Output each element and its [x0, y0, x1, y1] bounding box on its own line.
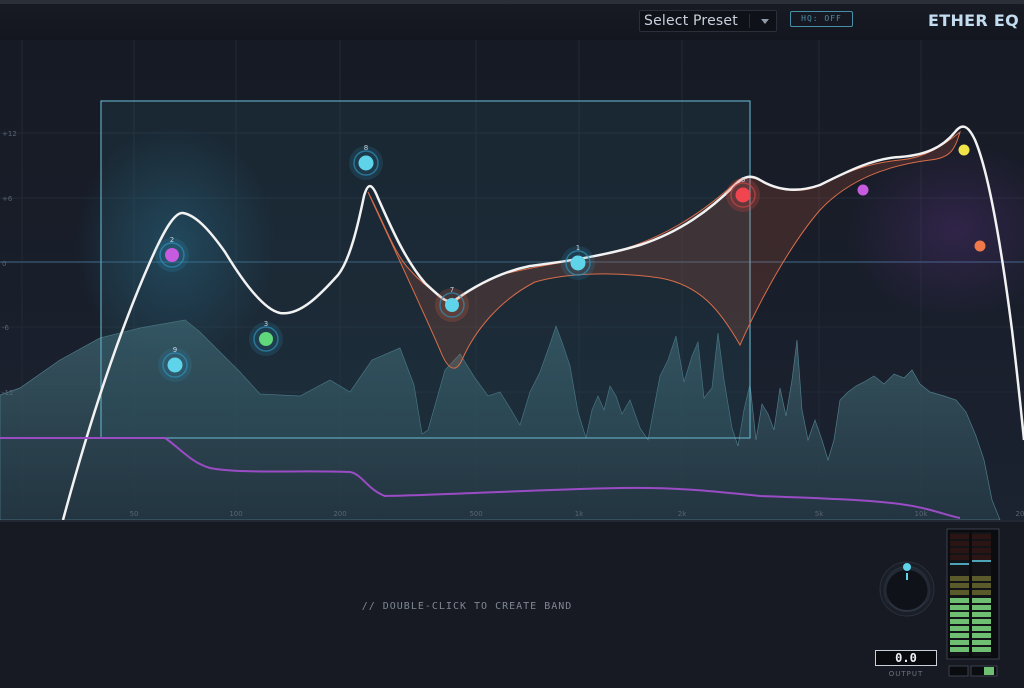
top-toolbar: Select Preset HQ: OFF ETHER EQ [0, 0, 1024, 40]
band-number: 9 [173, 346, 177, 354]
band-node-1[interactable]: 1 [561, 244, 595, 280]
freq-label: 500 [469, 510, 482, 518]
band-number: 2 [170, 236, 174, 244]
db-label: 0 [2, 260, 6, 268]
bottom-panel: // DOUBLE-CLICK TO CREATE BAND 0.0 OUTPU… [0, 520, 1024, 688]
freq-label: 100 [229, 510, 242, 518]
eq-graph-canvas[interactable]: +12 +6 0 -6 -12 50 100 200 500 1k 2k 5k … [0, 40, 1024, 520]
eq-graph[interactable]: +12 +6 0 -6 -12 50 100 200 500 1k 2k 5k … [0, 40, 1024, 520]
freq-scale: 50 100 200 500 1k 2k 5k 10k 20 [130, 510, 1024, 518]
selection-box[interactable] [100, 100, 751, 439]
dynamics-line [0, 437, 961, 519]
band-node-9[interactable]: 9 [158, 346, 192, 382]
output-meter [946, 528, 1000, 677]
freq-label: 1k [575, 510, 584, 518]
band-glow [75, 125, 275, 365]
band-node-2[interactable]: 2 [155, 236, 189, 272]
band-number: 8 [364, 144, 368, 152]
db-scale: +12 +6 0 -6 -12 [2, 130, 17, 397]
freq-label: 5k [815, 510, 824, 518]
app-title: ETHER EQ [928, 11, 1019, 30]
db-label: -12 [2, 389, 13, 397]
create-band-hint: // DOUBLE-CLICK TO CREATE BAND [361, 601, 573, 612]
preset-label: Select Preset [644, 13, 738, 29]
freq-label: 200 [333, 510, 346, 518]
db-label: -6 [2, 324, 10, 332]
output-value[interactable]: 0.0 [875, 650, 937, 666]
band-node[interactable] [958, 144, 970, 156]
eq-response-curve [61, 125, 1024, 520]
hq-toggle[interactable]: HQ: OFF [790, 11, 853, 27]
band-node-6[interactable]: 6 [726, 176, 760, 212]
db-label: +12 [2, 130, 17, 138]
top-rim [0, 0, 1024, 4]
db-label: +6 [2, 195, 13, 203]
output-label: OUTPUT [888, 670, 924, 678]
band-number: 6 [741, 176, 746, 184]
band-node-7[interactable]: 7 [435, 286, 469, 322]
preset-dropdown[interactable]: Select Preset [639, 10, 777, 32]
band-number: 3 [264, 320, 268, 328]
chevron-down-icon [761, 19, 769, 24]
preset-separator [749, 14, 750, 28]
band-glow [845, 140, 1024, 320]
band-node-3[interactable]: 3 [249, 320, 283, 356]
freq-label: 10k [915, 510, 929, 518]
freq-label: 50 [130, 510, 139, 518]
freq-label: 20 [1016, 510, 1024, 518]
spectrum-analyzer [0, 319, 1001, 520]
band-number: 1 [576, 244, 580, 252]
band-node[interactable] [974, 240, 986, 252]
cut-shade [367, 130, 961, 369]
knob-indicator [903, 563, 911, 571]
freq-label: 2k [678, 510, 687, 518]
band-number: 7 [450, 286, 454, 294]
band-node-8[interactable]: 8 [349, 144, 383, 180]
band-node[interactable] [857, 184, 869, 196]
output-knob[interactable] [877, 559, 937, 619]
